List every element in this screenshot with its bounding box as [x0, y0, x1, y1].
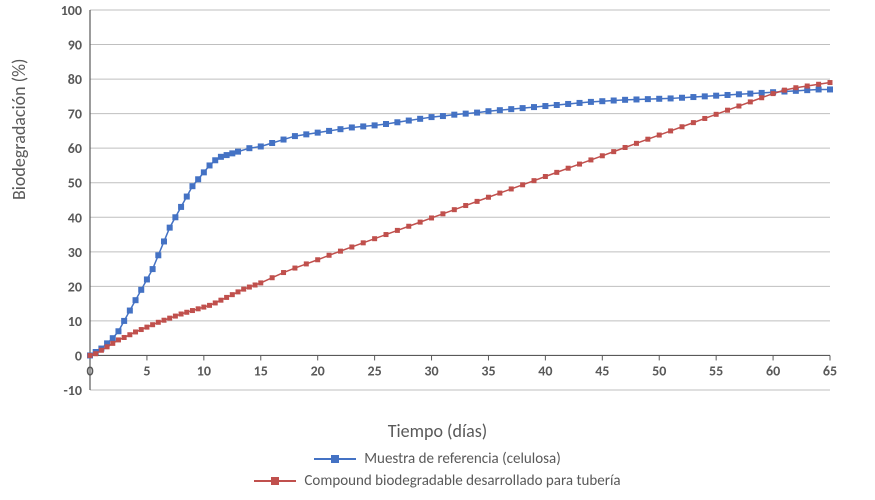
svg-text:65: 65 — [823, 362, 837, 379]
svg-text:-10: -10 — [64, 382, 82, 399]
svg-text:10: 10 — [197, 362, 211, 379]
chart-svg: -100102030405060708090100051015202530354… — [0, 0, 875, 410]
svg-text:20: 20 — [68, 278, 82, 295]
svg-text:30: 30 — [68, 244, 82, 261]
svg-text:50: 50 — [652, 362, 666, 379]
svg-text:60: 60 — [766, 362, 780, 379]
legend-label-1: Compound biodegradable desarrollado para… — [304, 472, 620, 490]
legend-item-1: Compound biodegradable desarrollado para… — [254, 472, 620, 490]
legend-swatch-1 — [254, 480, 296, 482]
svg-text:80: 80 — [68, 71, 82, 88]
legend-label-0: Muestra de referencia (celulosa) — [364, 450, 561, 468]
legend-swatch-0 — [314, 458, 356, 460]
svg-text:15: 15 — [254, 362, 268, 379]
legend: Muestra de referencia (celulosa) Compoun… — [0, 450, 875, 490]
svg-text:40: 40 — [538, 362, 552, 379]
svg-text:20: 20 — [311, 362, 325, 379]
legend-item-0: Muestra de referencia (celulosa) — [314, 450, 561, 468]
svg-text:45: 45 — [595, 362, 609, 379]
svg-text:60: 60 — [68, 140, 82, 157]
svg-text:35: 35 — [481, 362, 495, 379]
y-axis-title: Biodegradación (%) — [8, 59, 30, 200]
svg-text:0: 0 — [75, 347, 82, 364]
svg-text:40: 40 — [68, 209, 82, 226]
chart-container: Biodegradación (%) -10 0 10 20 30 40 50 60 70 80 9… — [0, 0, 875, 500]
svg-text:90: 90 — [68, 37, 82, 54]
svg-text:25: 25 — [368, 362, 382, 379]
svg-text:30: 30 — [424, 362, 438, 379]
svg-text:70: 70 — [68, 106, 82, 123]
svg-text:55: 55 — [709, 362, 723, 379]
svg-text:50: 50 — [68, 175, 82, 192]
svg-text:100: 100 — [61, 2, 82, 19]
x-axis-title: Tiempo (días) — [0, 420, 875, 442]
svg-text:10: 10 — [68, 313, 82, 330]
svg-text:5: 5 — [143, 362, 150, 379]
